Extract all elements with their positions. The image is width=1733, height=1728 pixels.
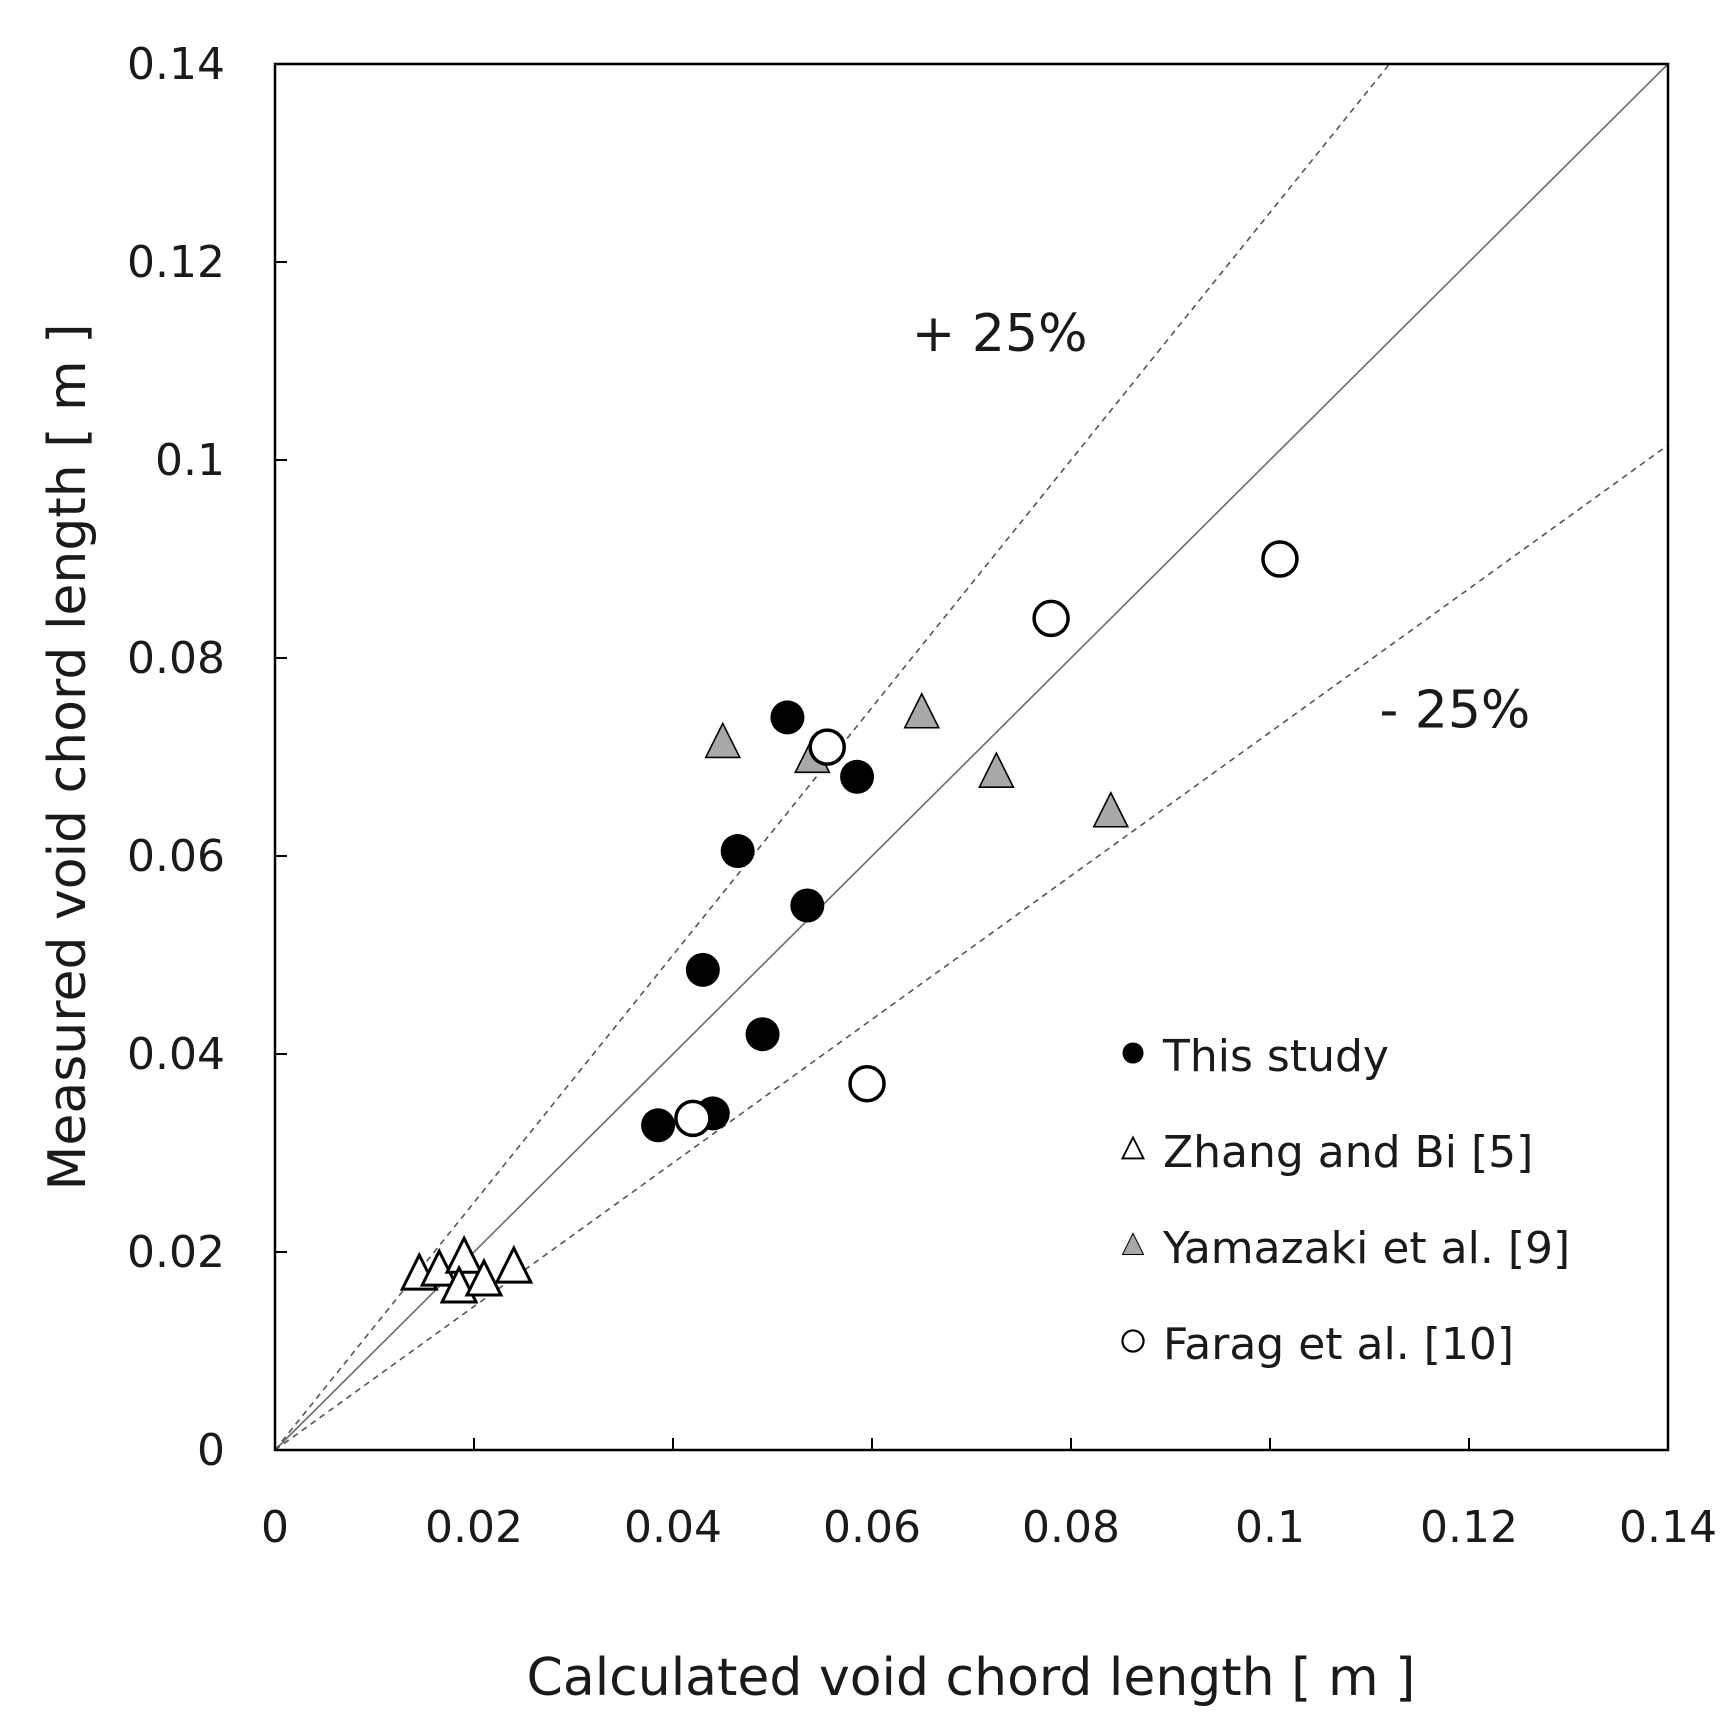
data-point	[444, 1234, 484, 1274]
series-open-triangle	[399, 1234, 534, 1304]
x-tick-label: 0.06	[823, 1502, 921, 1553]
legend-marker	[1120, 1135, 1146, 1160]
legend-marker	[1121, 1232, 1145, 1255]
x-tick-label: 0.12	[1420, 1502, 1518, 1553]
data-point	[770, 700, 805, 735]
legend-label: Yamazaki et al. [9]	[1162, 1223, 1570, 1274]
y-axis-ticks: 0 0.02 0.04 0.06 0.08 0.1 0.12 0.14	[127, 39, 287, 1476]
x-tick-label: 0.04	[624, 1502, 722, 1553]
data-point	[1092, 790, 1130, 828]
legend-label: Zhang and Bi [5]	[1163, 1127, 1533, 1178]
x-tick-label: 0.08	[1022, 1502, 1120, 1553]
series-open-circle	[674, 540, 1299, 1138]
data-point	[745, 1017, 780, 1052]
y-tick-label: 0.06	[127, 831, 225, 882]
y-tick-label: 0	[197, 1425, 225, 1476]
data-point	[720, 834, 755, 869]
data-points	[399, 540, 1299, 1304]
data-point	[848, 1064, 886, 1103]
x-tick-label: 0.1	[1235, 1502, 1305, 1553]
y-tick-label: 0.14	[127, 39, 225, 90]
y-axis-title: Measured void chord length [ m ]	[38, 323, 98, 1190]
data-point	[840, 759, 875, 794]
y-tick-label: 0.12	[127, 237, 225, 288]
data-point	[464, 1257, 504, 1297]
data-point	[494, 1244, 534, 1284]
y-tick-label: 0.08	[127, 633, 225, 684]
data-point	[704, 721, 742, 759]
x-axis-ticks: 0 0.02 0.04 0.06 0.08 0.1 0.12 0.14	[261, 1438, 1717, 1553]
data-point	[978, 751, 1015, 788]
reference-line-parity	[274, 63, 1669, 1451]
y-tick-label: 0.02	[127, 1227, 225, 1278]
x-tick-label: 0.02	[425, 1502, 523, 1553]
legend-marker	[1121, 1329, 1145, 1353]
x-axis-title: Calculated void chord length [ m ]	[527, 1648, 1416, 1708]
legend-item: Yamazaki et al. [9]	[1121, 1223, 1570, 1274]
data-point	[685, 952, 720, 987]
legend-item: This study	[1122, 1031, 1389, 1082]
plot-area-frame	[273, 62, 1670, 1452]
legend: This study Zhang and Bi [5] Yamazaki et al…	[1120, 1031, 1570, 1370]
annotation-label: + 25%	[912, 304, 1088, 364]
legend-marker	[1122, 1042, 1144, 1064]
series-filled-circle	[641, 700, 875, 1143]
data-point	[641, 1108, 676, 1143]
legend-label: This study	[1162, 1031, 1389, 1082]
data-point	[1261, 540, 1299, 578]
legend-label: Farag et al. [10]	[1163, 1319, 1514, 1370]
annotations: + 25% - 25%	[912, 304, 1531, 740]
legend-item: Zhang and Bi [5]	[1120, 1127, 1533, 1178]
annotation-label: - 25%	[1379, 680, 1530, 740]
data-point	[674, 1099, 712, 1138]
y-tick-label: 0.04	[127, 1029, 225, 1080]
data-point	[790, 888, 825, 923]
legend-item: Farag et al. [10]	[1121, 1319, 1514, 1370]
x-tick-label: 0	[261, 1502, 289, 1553]
series-gray-triangle	[704, 691, 1130, 828]
data-point	[903, 691, 941, 729]
data-point	[808, 728, 846, 766]
x-tick-label: 0.14	[1619, 1502, 1717, 1553]
y-tick-label: 0.1	[155, 435, 225, 486]
data-point	[1032, 599, 1070, 638]
